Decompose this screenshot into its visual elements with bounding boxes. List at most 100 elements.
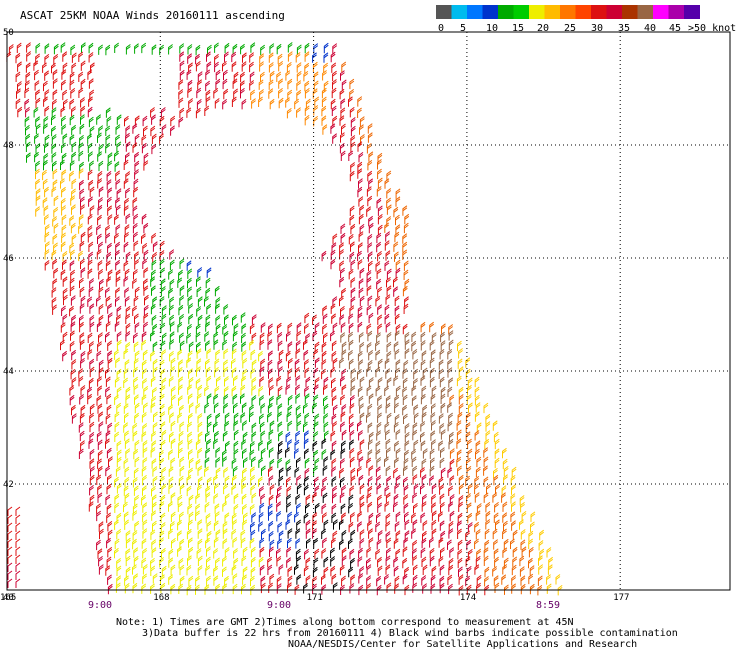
wind-barb xyxy=(456,456,462,468)
wind-barb xyxy=(168,287,173,299)
wind-barb xyxy=(79,286,85,298)
wind-barb xyxy=(80,196,85,207)
wind-barb xyxy=(178,376,184,387)
wind-barb xyxy=(79,412,85,424)
wind-barb xyxy=(80,231,86,243)
wind-barb xyxy=(330,547,335,558)
wind-barb xyxy=(393,556,399,568)
wind-barb xyxy=(268,447,274,458)
wind-barb xyxy=(466,466,472,477)
wind-barb xyxy=(151,315,157,326)
wind-barb xyxy=(60,241,66,252)
wind-barb xyxy=(71,52,77,63)
wind-barb xyxy=(114,161,120,172)
wind-barb xyxy=(341,61,347,72)
wind-barb xyxy=(123,403,129,414)
wind-barb xyxy=(447,467,453,478)
wind-barb xyxy=(71,404,76,416)
wind-barb xyxy=(332,357,338,369)
wind-barb xyxy=(321,485,326,497)
wind-barb xyxy=(439,376,445,388)
wind-barb xyxy=(304,393,310,404)
wind-barb xyxy=(456,449,462,460)
wind-barb xyxy=(250,89,255,100)
wind-barb xyxy=(159,250,165,261)
wind-barb xyxy=(214,61,219,73)
wind-barb xyxy=(205,565,211,576)
wind-barb xyxy=(304,312,310,324)
wind-barb xyxy=(52,99,57,110)
wind-barb xyxy=(161,483,167,495)
wind-barb xyxy=(79,430,85,442)
wind-barb xyxy=(421,385,427,396)
wind-barb xyxy=(539,529,544,541)
wind-barb xyxy=(242,420,247,431)
wind-barb xyxy=(376,483,382,495)
wind-barb xyxy=(305,575,311,586)
wind-barb xyxy=(142,564,148,575)
wind-barb xyxy=(386,447,391,458)
wind-barb xyxy=(485,502,491,513)
wind-barb xyxy=(107,303,112,314)
wind-barb xyxy=(87,259,93,270)
wind-barb xyxy=(151,501,157,513)
wind-barb xyxy=(312,402,317,414)
longitude-label: 177 xyxy=(613,593,629,603)
wind-barb xyxy=(377,377,383,388)
wind-barb xyxy=(511,583,516,594)
wind-barb xyxy=(349,205,355,216)
wind-barb xyxy=(366,323,372,334)
wind-barb xyxy=(141,339,147,351)
colorbar-label: 35 xyxy=(618,23,630,34)
wind-barb xyxy=(305,494,311,505)
wind-barb xyxy=(114,321,120,332)
wind-barb xyxy=(305,519,311,531)
wind-barb xyxy=(375,261,381,272)
wind-barb xyxy=(134,160,140,172)
wind-barb xyxy=(96,296,101,307)
wind-barb xyxy=(357,259,363,270)
wind-barb xyxy=(169,259,175,270)
wind-barb xyxy=(60,269,66,280)
wind-barb xyxy=(529,565,535,576)
wind-barb xyxy=(393,493,399,505)
wind-barb xyxy=(78,142,84,153)
wind-barb xyxy=(296,412,302,424)
wind-barb xyxy=(16,42,22,53)
wind-barb xyxy=(125,566,131,578)
wind-barb xyxy=(179,285,185,296)
wind-barb xyxy=(188,575,194,587)
wind-barb xyxy=(276,375,282,387)
wind-barb xyxy=(340,394,345,405)
colorbar-swatch xyxy=(467,5,483,19)
wind-barb xyxy=(151,44,157,55)
wind-barb xyxy=(348,339,354,351)
colorbar-label: >50 knots xyxy=(688,23,736,34)
wind-barb xyxy=(538,564,543,575)
wind-barb xyxy=(150,276,155,287)
wind-barb xyxy=(268,377,274,388)
wind-barb xyxy=(321,503,327,514)
wind-barb xyxy=(359,412,365,423)
wind-barb xyxy=(62,259,67,270)
wind-barb xyxy=(304,359,309,370)
wind-barb xyxy=(285,431,291,443)
wind-barb xyxy=(294,358,300,370)
wind-barb xyxy=(222,324,228,335)
wind-barb xyxy=(330,258,336,270)
wind-barb xyxy=(512,556,518,567)
wind-barb xyxy=(151,114,156,125)
wind-barb xyxy=(276,583,282,594)
wind-barb xyxy=(350,385,356,396)
wind-barb xyxy=(107,583,113,595)
wind-barb xyxy=(475,529,481,540)
wind-barb xyxy=(359,483,365,495)
wind-barb xyxy=(78,448,84,459)
wind-barb xyxy=(439,349,445,360)
wind-barb xyxy=(268,494,274,506)
wind-barb xyxy=(493,512,499,523)
wind-barb xyxy=(411,395,417,406)
wind-barb xyxy=(105,331,110,343)
wind-barb xyxy=(195,378,201,389)
wind-barb xyxy=(350,296,356,307)
